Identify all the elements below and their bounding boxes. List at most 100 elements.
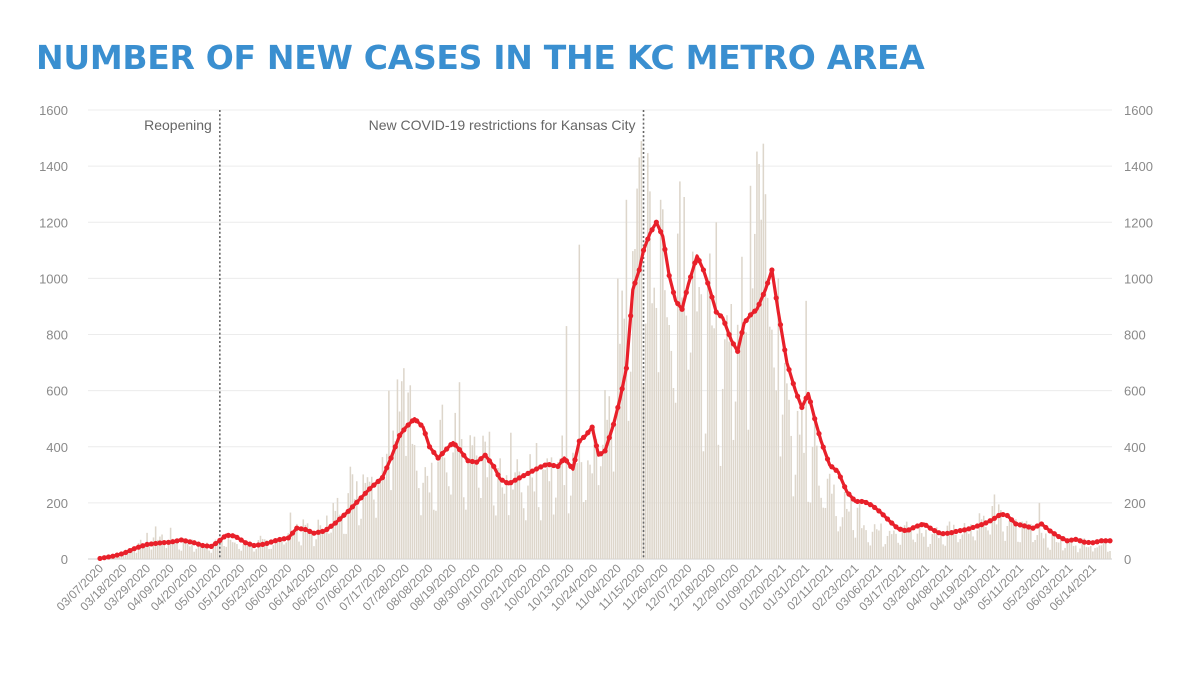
rolling-average-point (786, 366, 792, 373)
daily-case-bar (595, 439, 598, 559)
daily-case-bar (638, 157, 641, 559)
daily-case-bar (893, 530, 895, 559)
daily-case-bar (627, 420, 630, 559)
rolling-average-point (850, 496, 856, 502)
daily-case-bar (127, 552, 129, 559)
y-tick-label-left: 1000 (39, 271, 68, 286)
rolling-average-point (478, 456, 484, 462)
rolling-average-point (559, 458, 565, 464)
rolling-average-point (760, 291, 766, 298)
rolling-average-point (114, 552, 120, 558)
rolling-average-point (765, 280, 771, 286)
daily-case-bar (726, 315, 728, 559)
daily-case-bar (413, 445, 416, 559)
daily-case-bar (400, 381, 403, 559)
daily-case-bar (212, 545, 215, 559)
daily-case-bar (435, 510, 437, 559)
daily-case-bar (968, 533, 970, 559)
rolling-average-point (696, 258, 702, 264)
daily-case-bar (835, 516, 837, 559)
daily-case-bar (522, 508, 525, 559)
daily-case-bar (863, 525, 865, 559)
rolling-average-point (230, 533, 236, 539)
daily-case-bar (873, 524, 876, 559)
daily-case-bar (989, 534, 991, 559)
rolling-average-point (645, 236, 651, 242)
daily-case-bar (1042, 538, 1045, 559)
daily-case-bar (895, 533, 897, 559)
daily-case-bar (349, 466, 352, 559)
daily-case-bar (709, 253, 711, 560)
rolling-average-point (803, 395, 809, 401)
daily-case-bar (178, 549, 180, 559)
daily-case-bar (1094, 548, 1096, 559)
rolling-average-point (452, 442, 458, 448)
rolling-average-point (923, 522, 929, 528)
daily-case-bar (839, 526, 842, 559)
rolling-average-point (260, 541, 266, 548)
daily-case-bar (1021, 521, 1024, 559)
daily-case-bar (854, 537, 857, 559)
daily-case-bar (944, 545, 946, 559)
daily-case-bar (351, 474, 354, 559)
rolling-average-point (628, 313, 634, 319)
rolling-average-point (392, 444, 398, 450)
daily-case-bar (1089, 546, 1092, 559)
daily-case-bar (531, 477, 534, 559)
rolling-average-point (1043, 524, 1049, 531)
rolling-average-point (200, 542, 206, 549)
daily-case-bar (229, 539, 232, 559)
daily-case-bar (467, 463, 469, 559)
daily-case-bar (555, 497, 557, 559)
daily-case-bar (809, 502, 812, 559)
daily-case-bar (409, 385, 412, 559)
daily-case-bar (195, 548, 198, 559)
daily-case-bar (1074, 545, 1077, 559)
rolling-average-point (568, 463, 574, 469)
daily-case-bar (982, 515, 985, 559)
daily-case-bar (897, 542, 899, 559)
daily-case-bar (236, 544, 238, 559)
daily-case-bar (929, 543, 932, 559)
daily-case-bar (715, 222, 718, 559)
rolling-average-point (619, 386, 625, 392)
daily-case-bar (561, 435, 563, 559)
rolling-average-point (157, 540, 163, 546)
daily-case-bar (606, 419, 608, 559)
daily-case-bar (948, 521, 951, 559)
rolling-average-point (1021, 523, 1028, 529)
rolling-average-point (123, 549, 129, 556)
rolling-average-point (1026, 524, 1032, 530)
daily-case-bar (255, 549, 257, 559)
daily-case-bar (788, 399, 790, 559)
daily-case-bar (234, 542, 236, 559)
daily-case-bar (227, 534, 230, 559)
daily-case-bar (565, 326, 568, 559)
daily-case-bar (1027, 524, 1030, 559)
rolling-average-point (148, 541, 154, 547)
daily-case-bar (644, 323, 647, 559)
rolling-average-point (1081, 539, 1087, 545)
rolling-average-point (337, 516, 343, 522)
rolling-average-point (105, 554, 112, 560)
daily-case-bar (905, 521, 908, 559)
rolling-average-point (127, 547, 133, 554)
rolling-average-point (294, 525, 300, 531)
rolling-average-point (974, 523, 980, 529)
daily-case-bar (670, 350, 673, 559)
daily-case-bar (760, 219, 762, 560)
daily-case-bar (353, 498, 356, 559)
rolling-average-point (658, 229, 664, 235)
rolling-average-point (996, 512, 1002, 519)
y-tick-label-right: 0 (1124, 552, 1131, 567)
daily-case-bar (749, 185, 752, 559)
daily-case-bar (1087, 547, 1090, 559)
daily-case-bar (552, 514, 555, 559)
daily-case-bar (899, 544, 902, 559)
daily-case-bar (139, 539, 142, 559)
daily-case-bar (597, 485, 600, 559)
daily-case-bar (920, 533, 923, 559)
daily-case-bar (257, 540, 260, 559)
daily-case-bar (1066, 540, 1068, 559)
daily-case-bar (465, 509, 467, 559)
